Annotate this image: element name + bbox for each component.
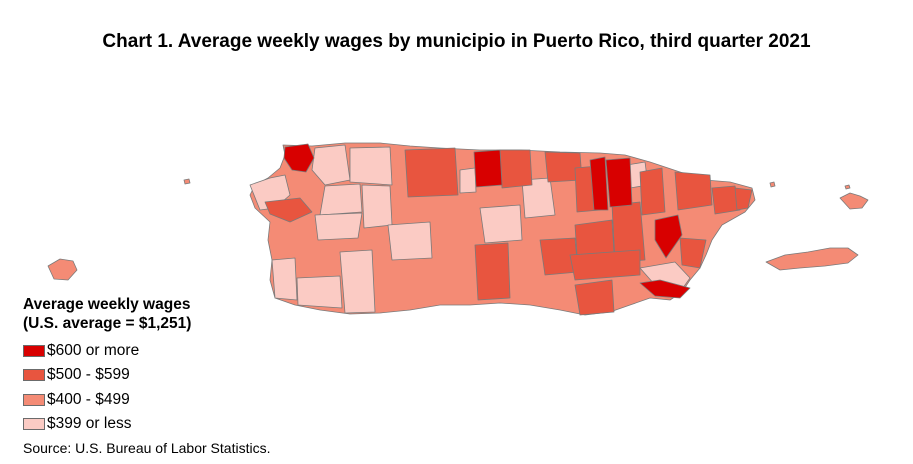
legend-label: $399 or less: [47, 415, 132, 432]
municipio-region: [296, 275, 343, 309]
vieques-island: [765, 247, 859, 271]
chart-title: Chart 1. Average weekly wages by municip…: [102, 31, 811, 52]
legend-swatch: [23, 394, 45, 406]
municipio-region: [654, 214, 683, 259]
legend-label: $500 - $599: [47, 366, 130, 383]
municipio-region: [311, 144, 351, 186]
municipio-region: [361, 184, 393, 229]
municipio-region: [679, 237, 707, 269]
municipio-region: [473, 149, 503, 188]
municipio-region: [271, 257, 298, 301]
municipio-region: [283, 143, 315, 173]
municipio-region: [521, 177, 556, 219]
municipio-region: [387, 221, 433, 261]
municipio-region: [711, 185, 741, 215]
municipio-region: [569, 249, 641, 281]
legend-title-line2: (U.S. average = $1,251): [23, 315, 192, 332]
desecheo-island: [183, 178, 191, 185]
legend-label: $400 - $499: [47, 391, 130, 408]
cayo-island: [769, 181, 776, 188]
municipio-region: [479, 204, 523, 244]
municipio-region: [404, 147, 459, 198]
cayo-island: [844, 184, 851, 190]
legend-item-399-less: $399 or less: [23, 415, 131, 433]
municipio-region: [349, 146, 393, 186]
municipio-region: [339, 249, 376, 314]
municipio-region: [605, 157, 633, 208]
legend-swatch: [23, 369, 45, 381]
municipio-region: [264, 197, 313, 223]
municipio-region: [639, 167, 666, 216]
mona-island: [47, 258, 78, 281]
municipio-region: [674, 171, 713, 211]
municipio-region: [589, 156, 609, 211]
municipio-region: [734, 187, 753, 211]
legend-title-line1: Average weekly wages: [23, 296, 191, 313]
legend-swatch: [23, 345, 45, 357]
legend-label: $600 or more: [47, 342, 140, 359]
municipio-region: [319, 183, 363, 216]
legend-item-600-plus: $600 or more: [23, 342, 139, 360]
municipio-region: [474, 242, 511, 301]
legend-item-400-499: $400 - $499: [23, 391, 130, 409]
source-note: Source: U.S. Bureau of Labor Statistics.: [23, 440, 271, 456]
legend-swatch: [23, 418, 45, 430]
legend-title: Average weekly wages (U.S. average = $1,…: [23, 295, 191, 333]
municipio-region: [639, 279, 691, 299]
municipio-region: [499, 149, 533, 189]
municipio-region: [314, 212, 363, 241]
municipio-region: [574, 279, 615, 316]
municipio-region: [459, 167, 477, 194]
legend-item-500-599: $500 - $599: [23, 366, 130, 384]
culebra-island: [839, 192, 869, 210]
